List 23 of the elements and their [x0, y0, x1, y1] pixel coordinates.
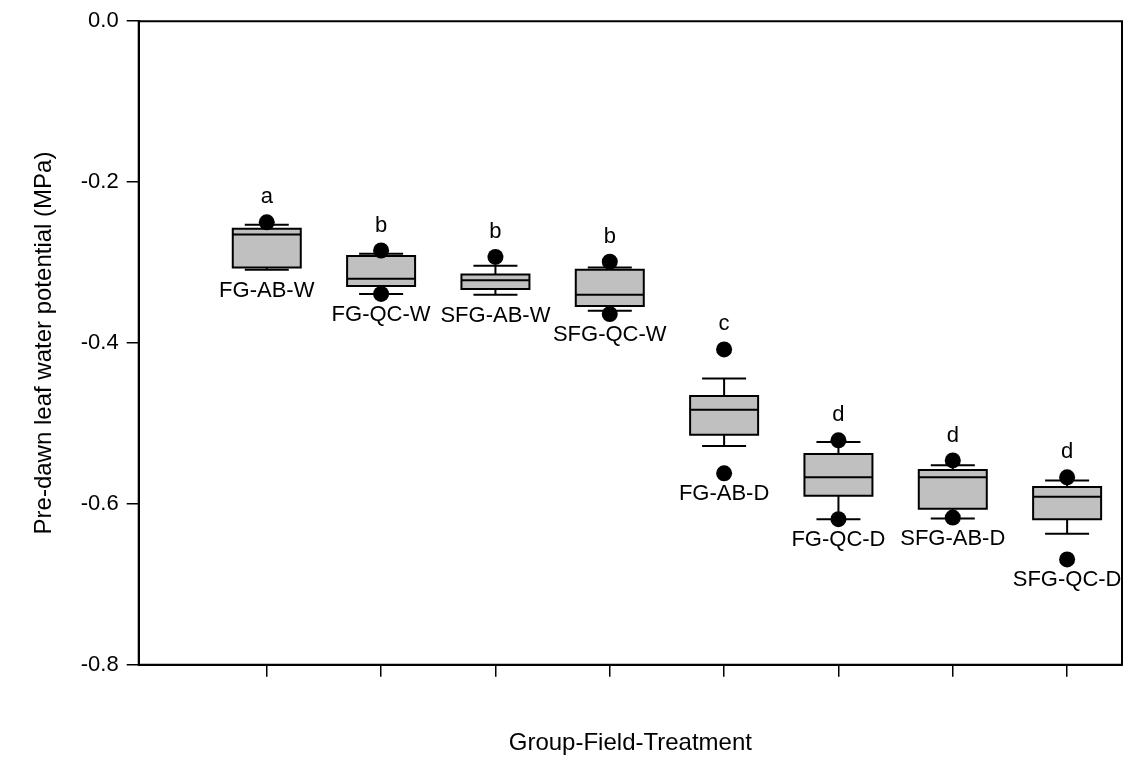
y-tick-label: 0.0: [88, 7, 119, 33]
x-axis-title: Group-Field-Treatment: [508, 728, 753, 756]
y-axis-title: Pre-dawn leaf water potential (MPa): [29, 151, 57, 535]
annotation: c: [718, 310, 730, 336]
x-tick-label: SFG-AB-D: [900, 525, 1006, 551]
x-tick-label: SFG-QC-D: [1012, 566, 1122, 592]
annotation: d: [1060, 438, 1074, 464]
x-tick-label: SFG-QC-W: [552, 321, 667, 347]
y-tick-label: -0.2: [80, 168, 119, 194]
annotation: d: [946, 421, 959, 447]
y-tick-label: -0.4: [80, 329, 119, 355]
x-tick-label: FG-QC-W: [331, 300, 431, 326]
y-tick-label: -0.8: [80, 650, 119, 676]
x-tick-label: FG-AB-D: [678, 480, 770, 506]
annotation: b: [374, 211, 388, 237]
annotation: b: [603, 222, 616, 248]
y-tick-label: -0.6: [80, 489, 119, 515]
x-tick-label: SFG-AB-W: [440, 301, 551, 327]
annotation: b: [489, 217, 502, 243]
annotation: a: [260, 183, 274, 209]
x-tick-label: FG-QC-D: [791, 526, 886, 552]
x-tick-label: FG-AB-W: [219, 276, 315, 302]
annotation: d: [832, 401, 845, 427]
